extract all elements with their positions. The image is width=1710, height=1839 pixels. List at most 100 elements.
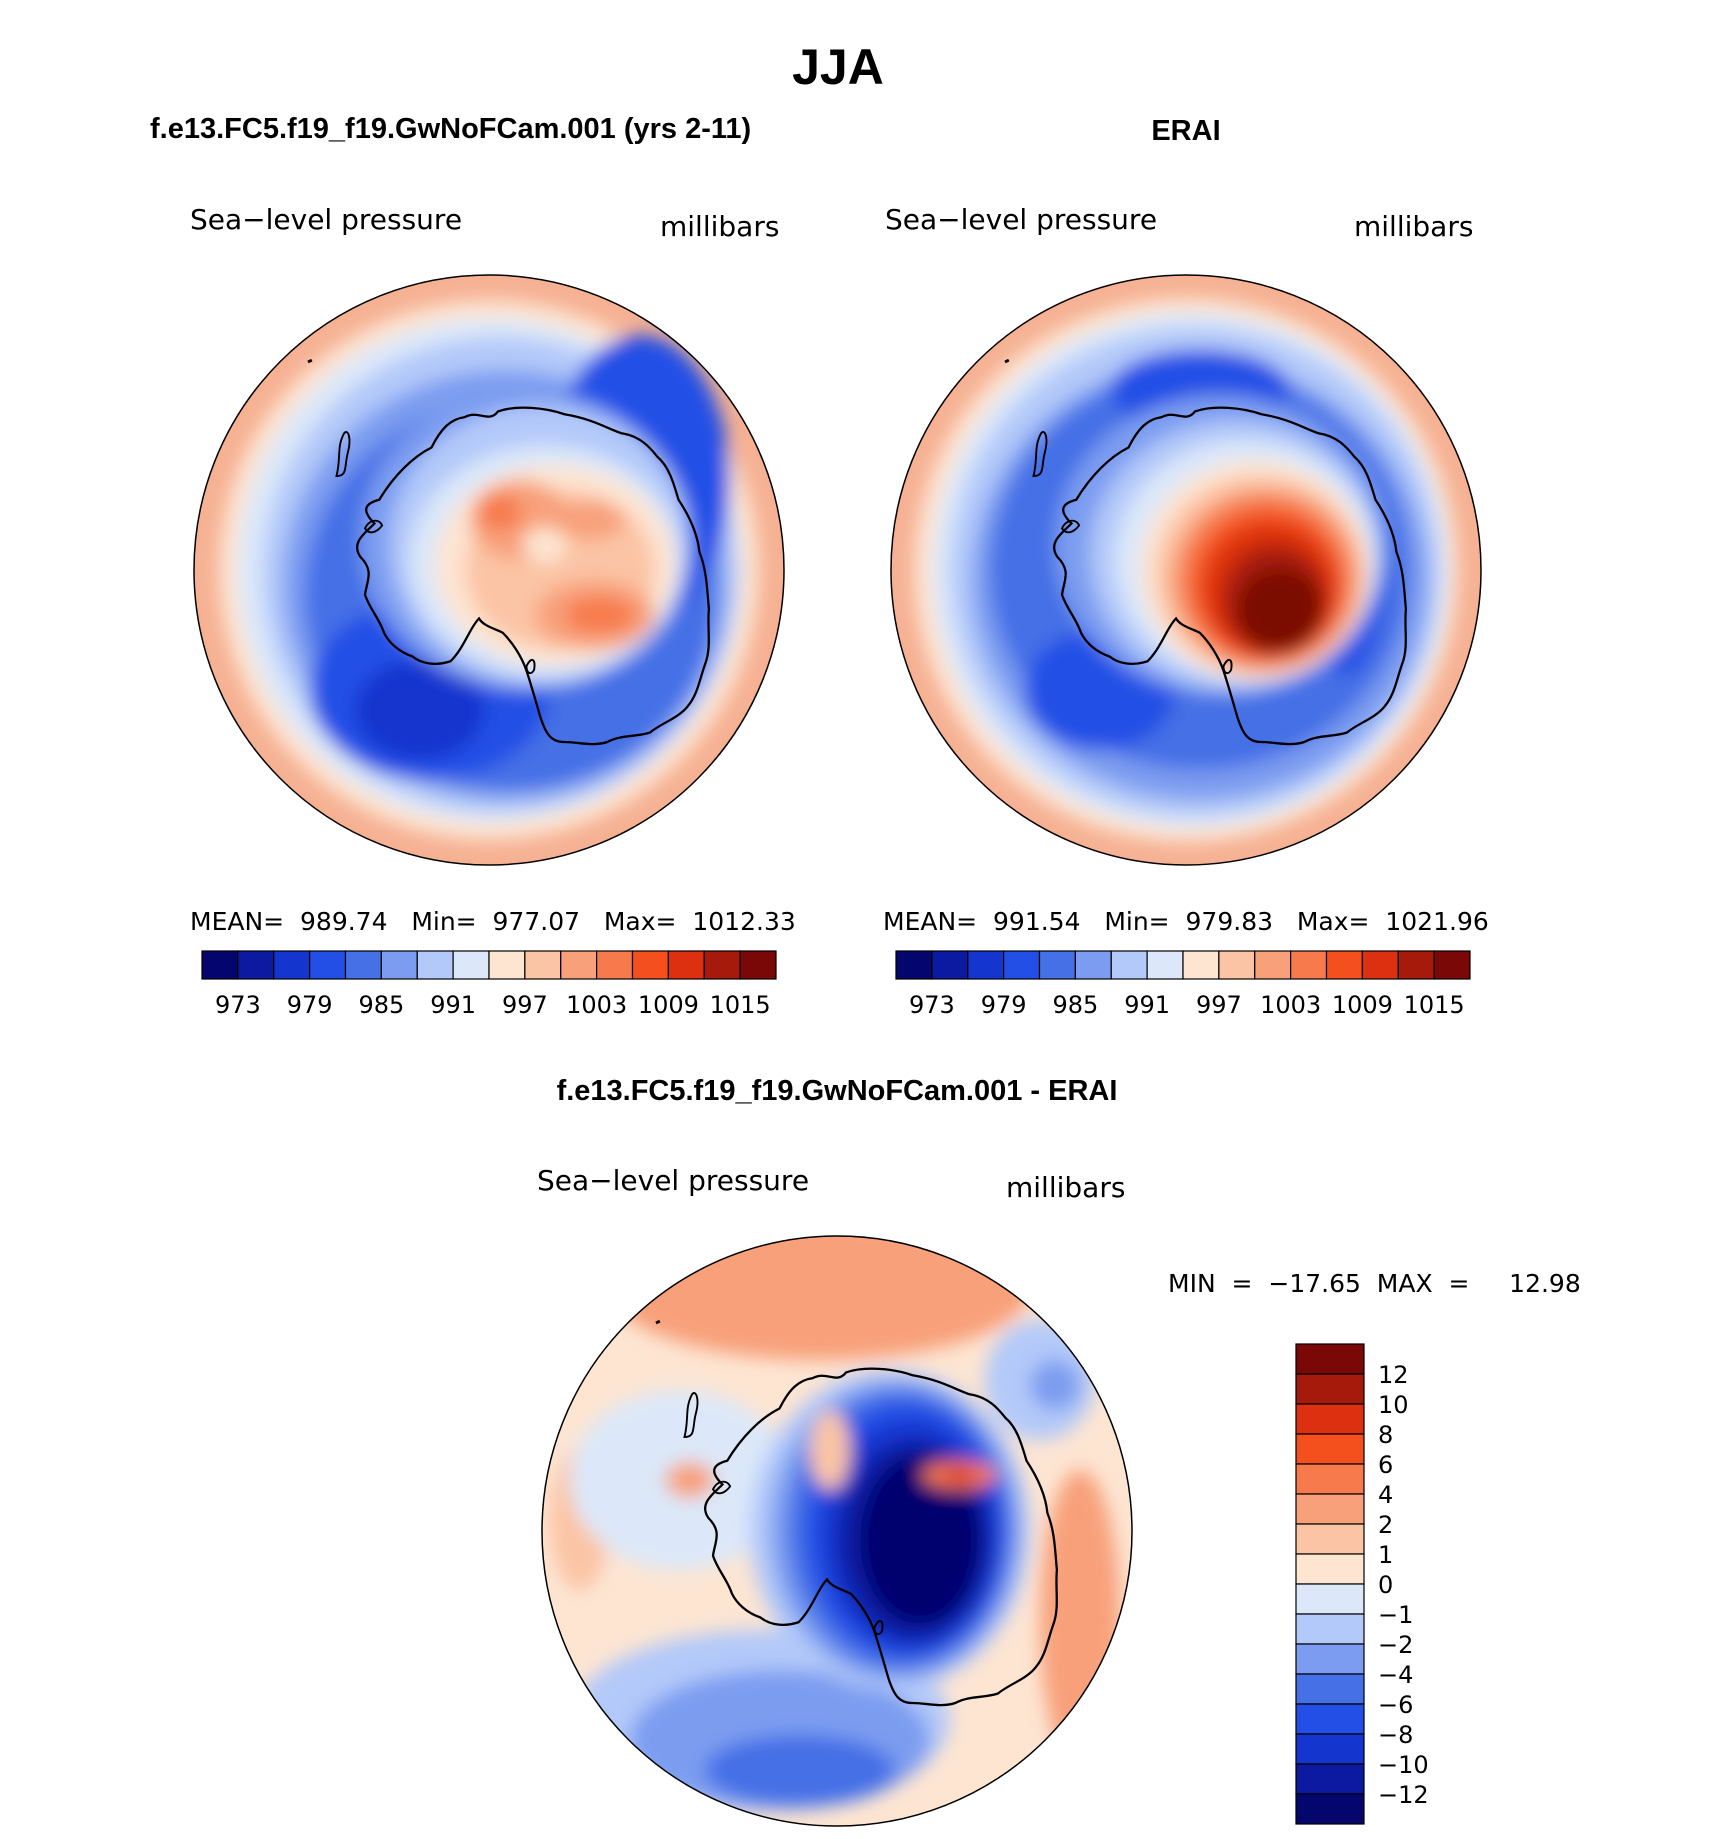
model-colorbar-tick-label: 991: [430, 991, 476, 1019]
panel-diff-units: millibars: [1006, 1171, 1125, 1204]
model-colorbar-swatch: [667, 950, 705, 980]
model-colorbar-tick-label: 1003: [566, 991, 627, 1019]
diff-colorbar-tick-label: 4: [1378, 1481, 1393, 1509]
obs-colorbar-swatch: [1325, 950, 1363, 980]
obs-colorbar-swatch: [895, 950, 933, 980]
obs-colorbar-tick-label: 973: [909, 991, 955, 1019]
diff-colorbar-swatch: [1295, 1553, 1365, 1585]
diff-colorbar-tick-label: −12: [1378, 1781, 1429, 1809]
model-colorbar-swatch: [201, 950, 239, 980]
model-colorbar-swatch: [524, 950, 562, 980]
model-colorbar-swatch: [596, 950, 634, 980]
model-colorbar-swatch: [237, 950, 275, 980]
diff-colorbar-swatch: [1295, 1493, 1365, 1525]
panel-model-stats: MEAN= 989.74 Min= 977.07 Max= 1012.33: [190, 907, 796, 936]
model-colorbar-swatch: [488, 950, 526, 980]
diff-colorbar-swatch: [1295, 1733, 1365, 1765]
obs-colorbar-tick-label: 1015: [1404, 991, 1465, 1019]
panel-model-title: f.e13.FC5.f19_f19.GwNoFCam.001 (yrs 2-11…: [150, 113, 751, 145]
diff-colorbar-swatch: [1295, 1463, 1365, 1495]
obs-colorbar-swatch: [1110, 950, 1148, 980]
panel-model-colorbar: 973 979 985 991 997 1003 1009 1015: [201, 950, 777, 1019]
diff-colorbar-swatch: [1295, 1403, 1365, 1435]
obs-colorbar-swatch: [1218, 950, 1256, 980]
panel-model-map: [194, 275, 784, 865]
diff-colorbar-swatch: [1295, 1763, 1365, 1795]
panel-obs: ERAI Sea−level pressure millibars: [883, 115, 1489, 1019]
obs-colorbar-tick-label: 997: [1196, 991, 1242, 1019]
diff-colorbar-tick-label: −6: [1378, 1691, 1413, 1719]
model-colorbar-swatch: [452, 950, 490, 980]
diff-colorbar-tick-label: −10: [1378, 1751, 1429, 1779]
obs-colorbar-tick-label: 985: [1052, 991, 1098, 1019]
obs-colorbar-swatch: [967, 950, 1005, 980]
model-colorbar-swatch: [273, 950, 311, 980]
diff-colorbar-swatch: [1295, 1373, 1365, 1405]
model-colorbar-swatch: [416, 950, 454, 980]
obs-colorbar-swatch: [1182, 950, 1220, 980]
obs-colorbar-swatch: [1397, 950, 1435, 980]
model-colorbar-swatch: [309, 950, 347, 980]
diff-colorbar-swatch: [1295, 1433, 1365, 1465]
panel-model-units: millibars: [660, 210, 779, 243]
panel-model-variable: Sea−level pressure: [190, 203, 462, 236]
obs-colorbar-swatch: [1146, 950, 1184, 980]
model-colorbar-tick-label: 1015: [710, 991, 771, 1019]
diff-colorbar-swatch: [1295, 1673, 1365, 1705]
model-colorbar-swatch: [380, 950, 418, 980]
panel-obs-stats: MEAN= 991.54 Min= 979.83 Max= 1021.96: [883, 907, 1489, 936]
obs-colorbar-swatch: [1003, 950, 1041, 980]
panel-obs-map: [891, 275, 1481, 865]
model-colorbar-swatch: [344, 950, 382, 980]
model-colorbar-swatch: [703, 950, 741, 980]
diff-colorbar-tick-label: 0: [1378, 1571, 1393, 1599]
panel-obs-colorbar: 973 979 985 991 997 1003 1009 1015: [895, 950, 1471, 1019]
model-colorbar-tick-label: 997: [502, 991, 548, 1019]
diff-colorbar-swatch: [1295, 1703, 1365, 1735]
diff-colorbar-tick-label: −1: [1378, 1601, 1413, 1629]
diff-colorbar-tick-label: 2: [1378, 1511, 1393, 1539]
obs-colorbar-swatch: [1038, 950, 1076, 980]
obs-colorbar-swatch: [1433, 950, 1471, 980]
obs-colorbar-swatch: [1361, 950, 1399, 980]
diff-colorbar-tick-label: −2: [1378, 1631, 1413, 1659]
diff-colorbar-tick-label: 1: [1378, 1541, 1393, 1569]
panel-obs-title: ERAI: [1151, 115, 1220, 147]
obs-colorbar-tick-label: 979: [981, 991, 1027, 1019]
obs-colorbar-swatch: [1290, 950, 1328, 980]
panel-obs-variable: Sea−level pressure: [885, 203, 1157, 236]
obs-colorbar-swatch: [931, 950, 969, 980]
diff-colorbar-swatch: [1295, 1793, 1365, 1825]
season-title: JJA: [792, 39, 884, 95]
panel-diff-map: [542, 1236, 1132, 1826]
obs-colorbar-tick-label: 991: [1124, 991, 1170, 1019]
obs-colorbar-swatch: [1074, 950, 1112, 980]
diff-colorbar-swatch: [1295, 1643, 1365, 1675]
model-colorbar-tick-label: 985: [358, 991, 404, 1019]
obs-colorbar-swatch: [1254, 950, 1292, 980]
panel-diff-variable: Sea−level pressure: [537, 1164, 809, 1197]
diff-colorbar-swatch: [1295, 1613, 1365, 1645]
obs-colorbar-tick-label: 1009: [1332, 991, 1393, 1019]
model-colorbar-swatch: [560, 950, 598, 980]
diff-colorbar-tick-label: 10: [1378, 1391, 1409, 1419]
panel-diff: f.e13.FC5.f19_f19.GwNoFCam.001 - ERAI Se…: [537, 1075, 1581, 1827]
diff-colorbar-swatch: [1295, 1343, 1365, 1375]
diff-colorbar-tick-label: 6: [1378, 1451, 1393, 1479]
panel-diff-stats: MIN = −17.65 MAX = 12.98: [1168, 1269, 1581, 1298]
model-colorbar-tick-label: 979: [287, 991, 333, 1019]
diff-colorbar-swatch: [1295, 1523, 1365, 1555]
diff-colorbar-swatch: [1295, 1583, 1365, 1615]
obs-colorbar-tick-label: 1003: [1260, 991, 1321, 1019]
panel-diff-title: f.e13.FC5.f19_f19.GwNoFCam.001 - ERAI: [557, 1075, 1118, 1107]
model-colorbar-swatch: [631, 950, 669, 980]
diff-colorbar-tick-label: 12: [1378, 1361, 1409, 1389]
model-colorbar-swatch: [739, 950, 777, 980]
panel-obs-units: millibars: [1354, 210, 1473, 243]
model-colorbar-tick-label: 973: [215, 991, 261, 1019]
diff-colorbar-tick-label: −4: [1378, 1661, 1413, 1689]
diff-colorbar-tick-label: 8: [1378, 1421, 1393, 1449]
panel-model: f.e13.FC5.f19_f19.GwNoFCam.001 (yrs 2-11…: [150, 113, 796, 1019]
